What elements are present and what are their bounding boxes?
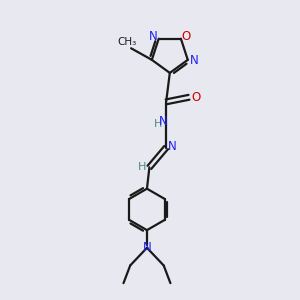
Text: O: O <box>191 91 200 104</box>
Text: N: N <box>149 30 158 43</box>
Text: CH₃: CH₃ <box>117 37 136 46</box>
Text: O: O <box>182 30 191 43</box>
Text: N: N <box>142 241 151 254</box>
Text: N: N <box>159 115 167 128</box>
Text: H: H <box>138 162 146 172</box>
Text: N: N <box>190 54 199 67</box>
Text: H: H <box>153 119 162 129</box>
Text: N: N <box>168 140 177 153</box>
